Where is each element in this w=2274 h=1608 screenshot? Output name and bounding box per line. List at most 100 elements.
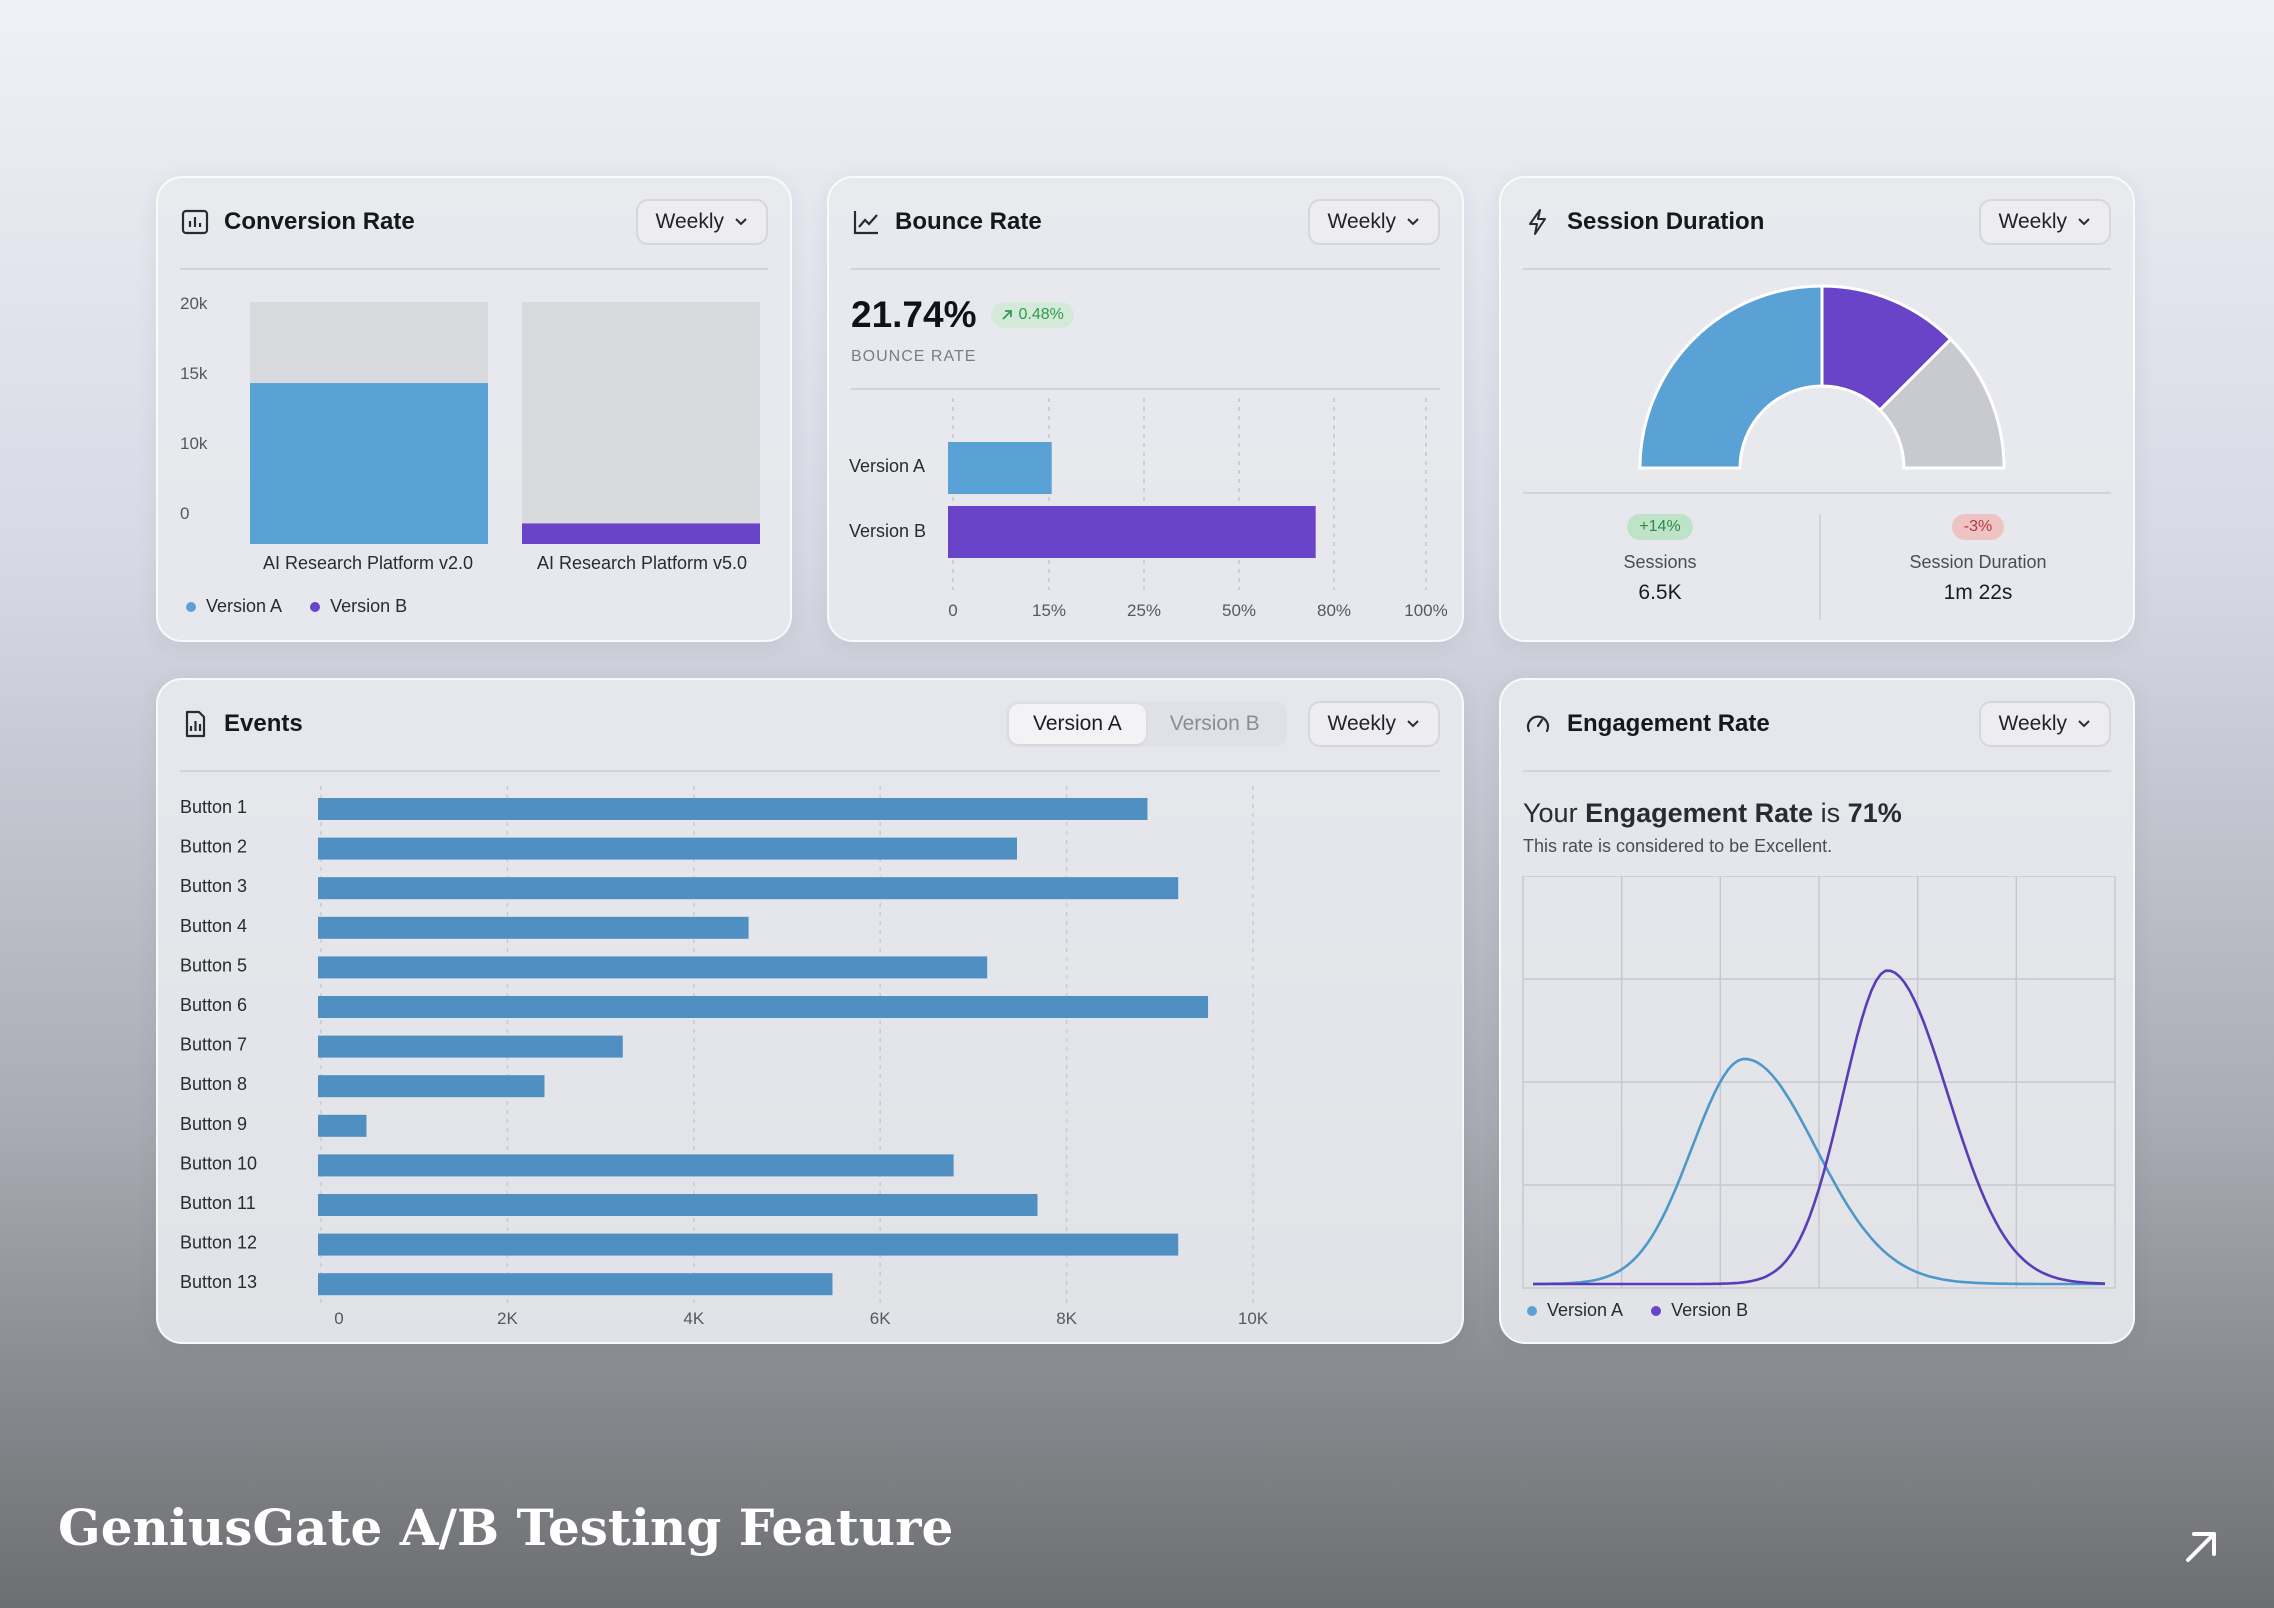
x-tick: 80%: [1317, 601, 1351, 620]
event-bar: [318, 877, 1179, 900]
bar-version-a: [250, 383, 488, 544]
bar-track: [522, 302, 760, 544]
gauge-icon: [1526, 715, 1550, 733]
event-bar: [318, 837, 1017, 860]
y-category-label: Button 2: [180, 837, 247, 857]
y-category-label: Button 5: [180, 955, 247, 975]
bar-chart-icon: [181, 209, 209, 235]
dot-icon: [1527, 1305, 1537, 1316]
bounce-rate-header: Bounce Rate: [851, 198, 1440, 246]
metric-divider: [851, 388, 1440, 390]
bounce-bar: [948, 442, 1052, 494]
stat-badge: +14%: [1627, 514, 1693, 540]
stat-label: Session Duration: [1909, 552, 2047, 572]
chevron-down-icon: [1407, 720, 1419, 728]
y-category-label: Button 7: [180, 1035, 247, 1055]
y-category-label: Version B: [849, 521, 926, 541]
headline-mid: is: [1820, 798, 1841, 828]
y-tick: 20k: [180, 294, 208, 313]
bounce-metric: 21.74% 0.48%: [851, 294, 1074, 336]
gauge-segment: [1638, 284, 1824, 470]
series-line: [1533, 969, 2106, 1286]
arrow-up-right-icon[interactable]: [2180, 1524, 2224, 1568]
bounce-caption: BOUNCE RATE: [851, 348, 977, 365]
y-category-label: Button 8: [180, 1074, 247, 1094]
x-tick: 6K: [870, 1309, 891, 1328]
y-category-label: Version A: [849, 456, 925, 476]
bounce-value: 21.74%: [851, 294, 977, 335]
tab-version-a[interactable]: Version A: [1009, 704, 1146, 744]
card-title: Bounce Rate: [895, 208, 1042, 235]
conversion-rate-header: Conversion Rate: [180, 198, 768, 246]
period-select-label: Weekly: [1327, 712, 1396, 735]
x-category-label: AI Research Platform v5.0: [537, 553, 747, 573]
legend-label: Version B: [330, 596, 408, 616]
chevron-down-icon: [2078, 218, 2090, 226]
period-select[interactable]: Weekly: [1307, 199, 1440, 245]
period-select[interactable]: Weekly: [635, 199, 768, 245]
period-select[interactable]: Weekly: [1978, 701, 2111, 747]
gauge-divider: [1523, 492, 2111, 494]
period-select[interactable]: Weekly: [1978, 199, 2111, 245]
period-select-label: Weekly: [655, 210, 724, 233]
lightning-icon: [1529, 209, 1546, 235]
stat-badge: -3%: [1951, 514, 2005, 540]
dot-icon: [310, 601, 321, 612]
stat-sessions: +14% Sessions 6.5K: [1501, 514, 1819, 605]
stat-label: Sessions: [1623, 552, 1697, 572]
event-bar: [318, 1194, 1038, 1216]
stats-divider: [1819, 514, 1821, 620]
card-title: Events: [224, 710, 303, 737]
header-divider: [851, 268, 1440, 270]
tab-version-b[interactable]: Version B: [1169, 712, 1260, 735]
series-line: [1533, 1057, 2105, 1286]
event-bar: [318, 798, 1148, 820]
stat-session-duration: -3% Session Duration 1m 22s: [1819, 514, 2137, 605]
legend-item-b: Version B: [310, 596, 407, 617]
period-select[interactable]: Weekly: [1307, 701, 1440, 747]
legend-item-b: Version B: [1651, 1300, 1748, 1321]
delta-value: 0.48%: [1018, 306, 1064, 323]
x-tick: 25%: [1127, 601, 1161, 620]
engagement-rate-header: Engagement Rate: [1523, 700, 2111, 748]
events-card: Events Version A Version B Weekly 0 2K 4K 6…: [156, 678, 1464, 1344]
event-bar: [318, 996, 1209, 1018]
y-category-label: Button 1: [180, 797, 247, 817]
x-tick: 8K: [1056, 1309, 1077, 1328]
event-bar: [318, 916, 749, 939]
version-toggle: Version A Version B: [1006, 701, 1287, 747]
footer-title: GeniusGate A/B Testing Feature: [58, 1498, 954, 1557]
events-bar-chart: 0 2K 4K 6K 8K 10K Button 1 Button 2 Button 3 Butt…: [180, 786, 1269, 1328]
session-duration-header: Session Duration: [1523, 198, 2111, 246]
x-tick: 15%: [1032, 601, 1066, 620]
period-select-label: Weekly: [1998, 712, 2067, 735]
conversion-rate-card: Conversion Rate Weekly 20k 15k 10k 0 AI …: [156, 176, 792, 642]
y-category-label: Button 11: [180, 1193, 256, 1213]
headline-bold: Engagement Rate: [1585, 798, 1814, 828]
header-divider: [180, 770, 1440, 772]
legend-item-a: Version A: [1527, 1300, 1623, 1321]
card-title: Conversion Rate: [224, 208, 415, 235]
engagement-subtitle: This rate is considered to be Excellent.: [1523, 836, 1833, 856]
report-icon: [185, 710, 206, 738]
chevron-down-icon: [735, 218, 747, 226]
y-category-label: Button 6: [180, 995, 247, 1015]
x-category-label: AI Research Platform v2.0: [263, 553, 473, 573]
header-divider: [1523, 268, 2111, 270]
period-select-label: Weekly: [1327, 210, 1396, 233]
chevron-down-icon: [1407, 218, 1419, 226]
header-divider: [180, 268, 768, 270]
x-tick: 0: [334, 1309, 343, 1328]
events-header: Events: [180, 700, 1440, 748]
event-bar: [318, 1075, 545, 1098]
delta-badge: 0.48%: [990, 302, 1074, 328]
dot-icon: [1651, 1305, 1662, 1316]
card-title: Session Duration: [1567, 208, 1765, 235]
period-select-label: Weekly: [1998, 210, 2067, 233]
bounce-bar-chart: Version A Version B 0 15% 25% 50% 80% 10…: [849, 398, 1448, 620]
event-bar: [318, 956, 988, 979]
line-chart-icon: [853, 211, 878, 235]
dot-icon: [186, 601, 196, 612]
y-category-label: Button 13: [180, 1272, 257, 1292]
chevron-down-icon: [2078, 720, 2090, 728]
